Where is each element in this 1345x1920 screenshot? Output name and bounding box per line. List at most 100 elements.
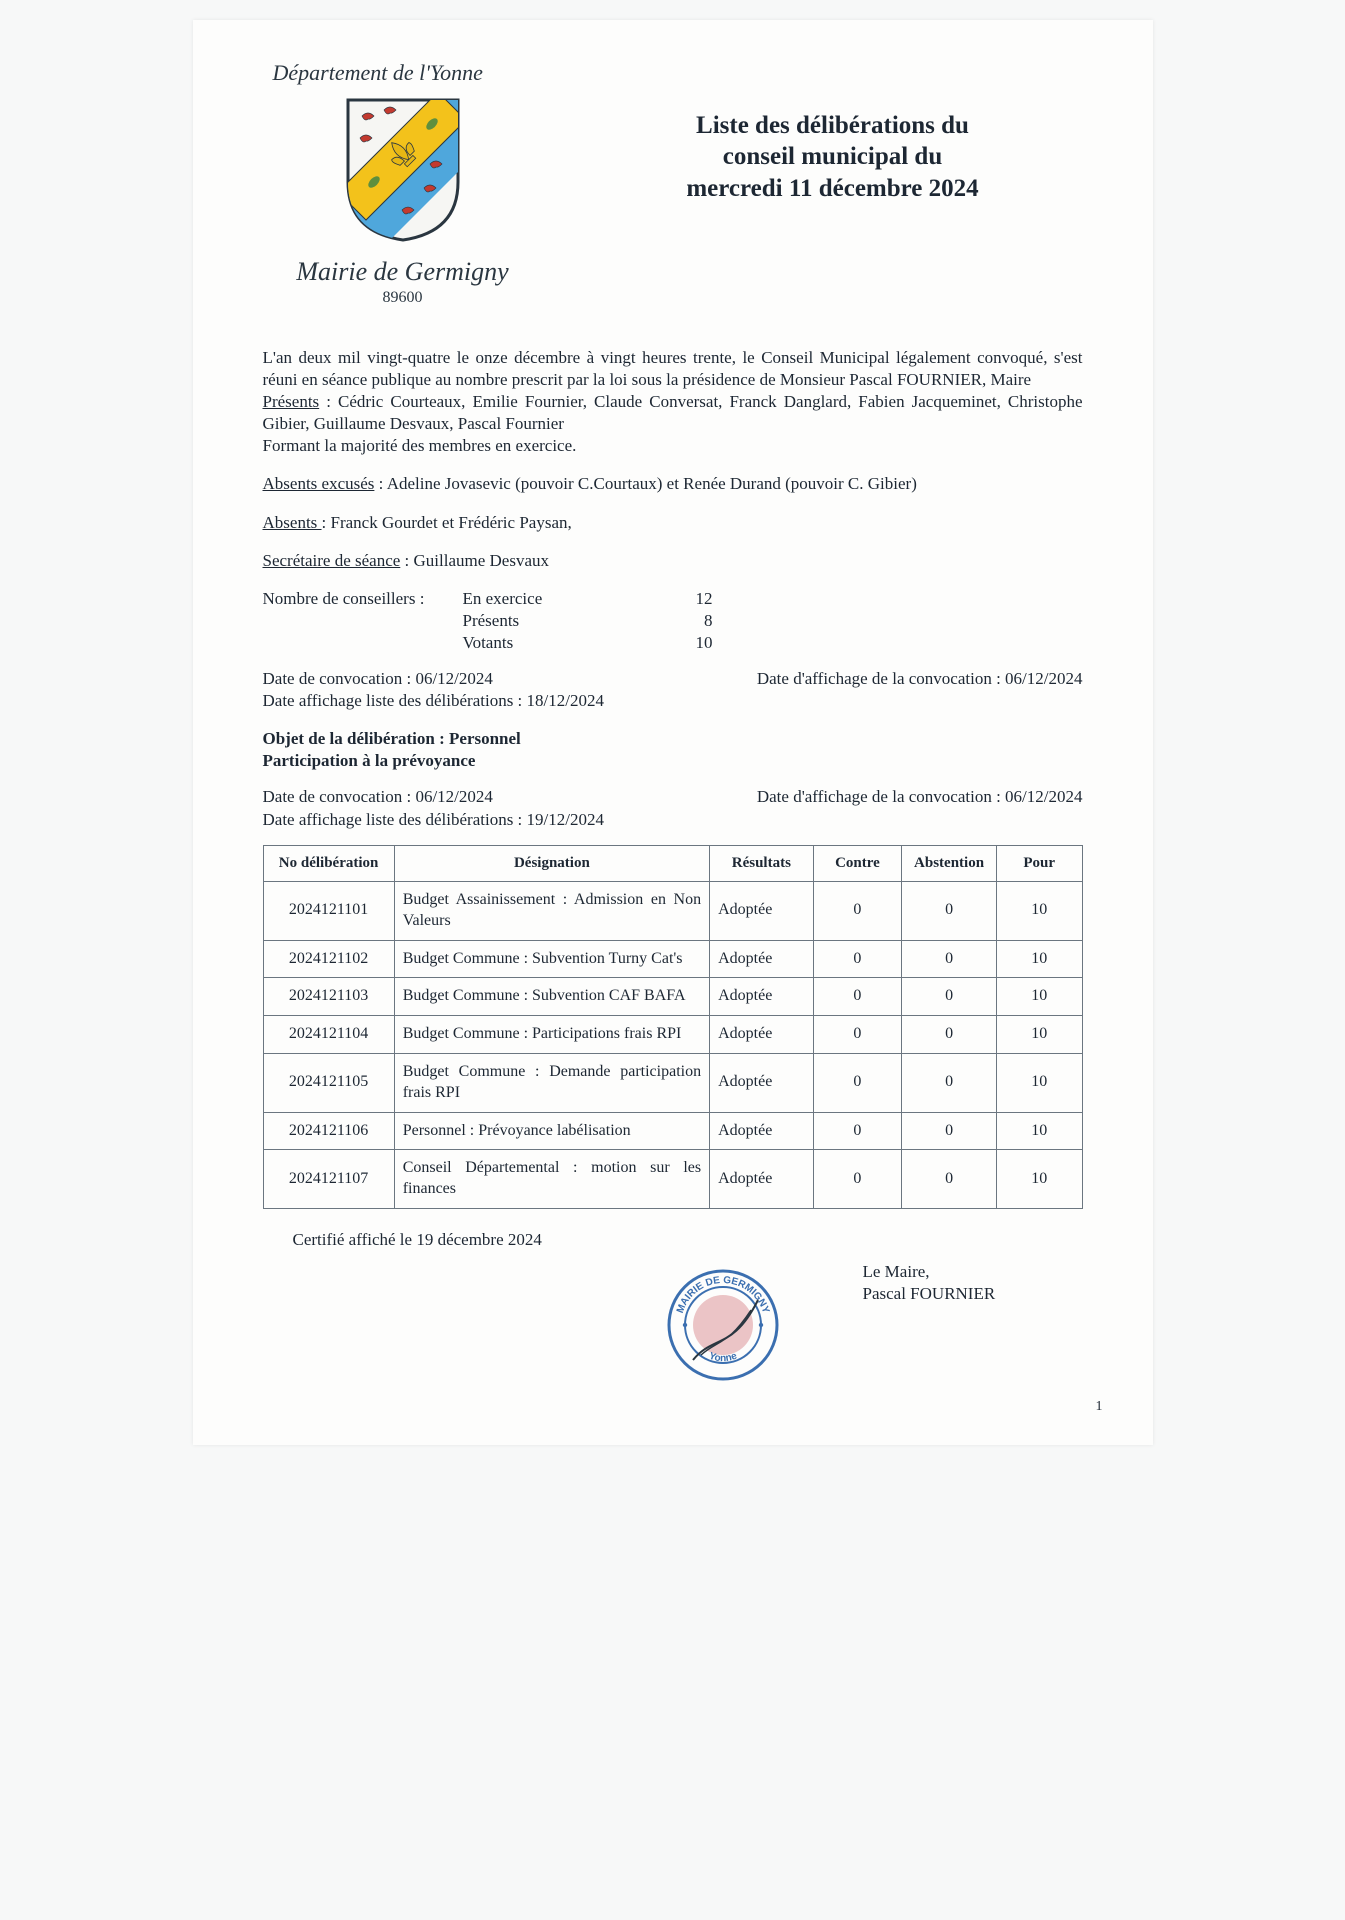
cell-contre: 0	[813, 1112, 902, 1150]
dates-block-1: Date de convocation : 06/12/2024 Date af…	[263, 668, 1083, 712]
absents-excuses-names: : Adeline Jovasevic (pouvoir C.Courtaux)…	[374, 474, 916, 493]
th-resultats: Résultats	[710, 845, 814, 882]
cell-abstention: 0	[902, 1054, 997, 1113]
cell-resultat: Adoptée	[710, 1150, 814, 1209]
cell-num: 2024121106	[263, 1112, 394, 1150]
cell-abstention: 0	[902, 882, 997, 941]
header-right: Liste des délibérations du conseil munic…	[583, 60, 1083, 204]
document-title: Liste des délibérations du conseil munic…	[583, 110, 1083, 204]
absents-excuses-label: Absents excusés	[263, 474, 375, 493]
cell-num: 2024121103	[263, 978, 394, 1016]
dates-block-2: Date de convocation : 06/12/2024 Date af…	[263, 786, 1083, 830]
document-page: Département de l'Yonne	[193, 20, 1153, 1445]
postal-code: 89600	[263, 289, 543, 307]
intro-paragraph: L'an deux mil vingt-quatre le onze décem…	[263, 347, 1083, 391]
cell-pour: 10	[996, 978, 1082, 1016]
objet-line-1: Objet de la délibération : Personnel	[263, 728, 1083, 750]
cell-num: 2024121102	[263, 940, 394, 978]
cell-num: 2024121101	[263, 882, 394, 941]
maire-line-2: Pascal FOURNIER	[863, 1283, 1083, 1305]
convocation-date-1: Date de convocation : 06/12/2024	[263, 668, 604, 690]
signature-block: Le Maire, Pascal FOURNIER	[863, 1255, 1083, 1385]
table-row: 2024121107Conseil Départemental : motion…	[263, 1150, 1082, 1209]
cell-designation: Budget Commune : Subvention Turny Cat's	[394, 940, 709, 978]
th-num: No délibération	[263, 845, 394, 882]
title-line-2: conseil municipal du	[583, 141, 1083, 172]
presents-names: : Cédric Courteaux, Emilie Fournier, Cla…	[263, 392, 1083, 433]
department-label: Département de l'Yonne	[273, 60, 543, 86]
certification-text: Certifié affiché le 19 décembre 2024	[293, 1229, 542, 1251]
count-val-1: 8	[633, 610, 713, 632]
cell-resultat: Adoptée	[710, 978, 814, 1016]
count-val-2: 10	[633, 632, 713, 654]
cell-designation: Budget Commune : Demande participation f…	[394, 1054, 709, 1113]
cell-designation: Budget Commune : Participations frais RP…	[394, 1016, 709, 1054]
presents-line: Présents : Cédric Courteaux, Emilie Four…	[263, 391, 1083, 435]
cell-resultat: Adoptée	[710, 1112, 814, 1150]
cell-pour: 10	[996, 1112, 1082, 1150]
table-row: 2024121103Budget Commune : Subvention CA…	[263, 978, 1082, 1016]
count-key-0: En exercice	[463, 588, 633, 610]
cell-resultat: Adoptée	[710, 940, 814, 978]
cell-resultat: Adoptée	[710, 1016, 814, 1054]
cell-num: 2024121104	[263, 1016, 394, 1054]
cell-designation: Conseil Départemental : motion sur les f…	[394, 1150, 709, 1209]
official-stamp-icon: MAIRIE DE GERMIGNY Yonne	[663, 1265, 783, 1385]
maire-line-1: Le Maire,	[863, 1261, 1083, 1283]
cell-resultat: Adoptée	[710, 1054, 814, 1113]
cell-abstention: 0	[902, 1112, 997, 1150]
cell-contre: 0	[813, 978, 902, 1016]
header-left: Département de l'Yonne	[263, 60, 543, 307]
cell-abstention: 0	[902, 1016, 997, 1054]
cell-pour: 10	[996, 1016, 1082, 1054]
absents-label: Absents	[263, 513, 322, 532]
table-row: 2024121101Budget Assainissement : Admiss…	[263, 882, 1082, 941]
count-key-2: Votants	[463, 632, 633, 654]
page-number: 1	[1096, 1399, 1103, 1415]
mairie-name: Mairie de Germigny	[263, 257, 543, 287]
stamp-area: MAIRIE DE GERMIGNY Yonne	[583, 1265, 863, 1385]
deliberations-table: No délibération Désignation Résultats Co…	[263, 845, 1083, 1209]
cell-contre: 0	[813, 1150, 902, 1209]
cell-num: 2024121107	[263, 1150, 394, 1209]
secretary-name: : Guillaume Desvaux	[400, 551, 549, 570]
objet-block: Objet de la délibération : Personnel Par…	[263, 728, 1083, 772]
cell-contre: 0	[813, 1054, 902, 1113]
th-abstention: Abstention	[902, 845, 997, 882]
absents-names: : Franck Gourdet et Frédéric Paysan,	[322, 513, 572, 532]
counts-label: Nombre de conseillers :	[263, 588, 463, 654]
absents-excuses-line: Absents excusés : Adeline Jovasevic (pou…	[263, 473, 1083, 495]
table-header-row: No délibération Désignation Résultats Co…	[263, 845, 1082, 882]
cell-pour: 10	[996, 882, 1082, 941]
presents-label: Présents	[263, 392, 320, 411]
secretary-line: Secrétaire de séance : Guillaume Desvaux	[263, 550, 1083, 572]
cell-pour: 10	[996, 940, 1082, 978]
cell-contre: 0	[813, 1016, 902, 1054]
count-val-0: 12	[633, 588, 713, 610]
count-key-1: Présents	[463, 610, 633, 632]
affichage-liste-1: Date affichage liste des délibérations :…	[263, 690, 604, 712]
table-row: 2024121106Personnel : Prévoyance labélis…	[263, 1112, 1082, 1150]
title-line-3: mercredi 11 décembre 2024	[583, 173, 1083, 204]
affichage-liste-2: Date affichage liste des délibérations :…	[263, 809, 604, 831]
secretary-label: Secrétaire de séance	[263, 551, 401, 570]
cell-abstention: 0	[902, 940, 997, 978]
majority-line: Formant la majorité des membres en exerc…	[263, 435, 1083, 457]
cell-num: 2024121105	[263, 1054, 394, 1113]
council-counts: Nombre de conseillers : En exercice12 Pr…	[263, 588, 1083, 654]
cell-designation: Budget Assainissement : Admission en Non…	[394, 882, 709, 941]
body: L'an deux mil vingt-quatre le onze décem…	[263, 347, 1083, 1385]
cell-designation: Personnel : Prévoyance labélisation	[394, 1112, 709, 1150]
affichage-convocation-2: Date d'affichage de la convocation : 06/…	[757, 786, 1083, 830]
affichage-convocation-1: Date d'affichage de la convocation : 06/…	[757, 668, 1083, 712]
cell-contre: 0	[813, 940, 902, 978]
table-row: 2024121104Budget Commune : Participation…	[263, 1016, 1082, 1054]
cell-abstention: 0	[902, 1150, 997, 1209]
footer: Certifié affiché le 19 décembre 2024	[263, 1229, 1083, 1251]
th-contre: Contre	[813, 845, 902, 882]
header: Département de l'Yonne	[263, 60, 1083, 307]
table-row: 2024121105Budget Commune : Demande parti…	[263, 1054, 1082, 1113]
th-designation: Désignation	[394, 845, 709, 882]
convocation-date-2: Date de convocation : 06/12/2024	[263, 786, 604, 808]
cell-designation: Budget Commune : Subvention CAF BAFA	[394, 978, 709, 1016]
